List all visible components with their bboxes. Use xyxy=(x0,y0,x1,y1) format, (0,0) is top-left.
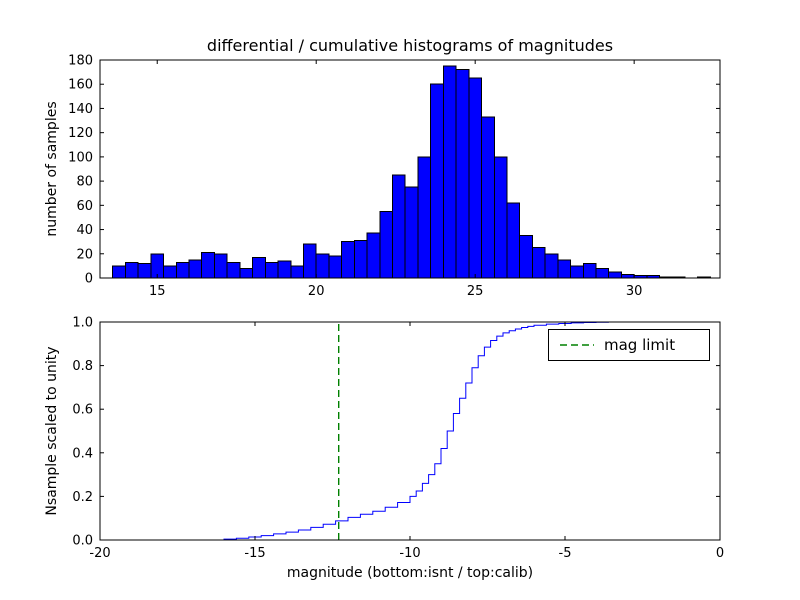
bottom-y-tick-label: 0.8 xyxy=(72,359,93,374)
histogram-bar xyxy=(163,265,177,279)
histogram-bar xyxy=(404,186,419,279)
histogram-bar xyxy=(315,253,330,279)
bottom-x-tick-label: -5 xyxy=(559,546,572,561)
histogram-bar xyxy=(226,261,241,279)
histogram-bar xyxy=(175,261,190,279)
histogram-bar xyxy=(353,239,368,279)
histogram-bar xyxy=(570,265,584,279)
bottom-y-tick-label: 0.2 xyxy=(72,490,93,505)
top-y-tick-label: 120 xyxy=(68,126,93,141)
histogram-bar xyxy=(213,253,228,279)
x-axis-label: magnitude (bottom:isnt / top:calib) xyxy=(286,565,534,581)
legend-box: mag limit xyxy=(548,329,710,361)
top-axes-frame xyxy=(99,59,721,279)
bottom-y-tick-label: 0.0 xyxy=(72,534,93,549)
bottom-x-tick-label: -10 xyxy=(399,546,420,561)
histogram-bar xyxy=(137,262,152,279)
histogram-bar xyxy=(544,253,559,279)
figure-title: differential / cumulative histograms of … xyxy=(206,36,614,55)
histogram-bar xyxy=(481,116,495,279)
top-y-tick-label: 80 xyxy=(76,175,93,190)
legend-label: mag limit xyxy=(604,336,676,354)
top-x-tick-label: 25 xyxy=(467,284,484,299)
bottom-x-tick-label: -15 xyxy=(244,546,265,561)
top-x-tick-label: 30 xyxy=(626,284,643,299)
cumulative-step-line xyxy=(211,321,627,541)
bottom-y-tick-label: 0.4 xyxy=(72,446,93,461)
top-y-tick-label: 180 xyxy=(68,54,93,69)
histogram-bar xyxy=(379,210,394,279)
top-x-tick-label: 20 xyxy=(308,284,325,299)
histogram-bar xyxy=(252,256,266,279)
histogram-bar xyxy=(201,252,215,279)
histogram-bar xyxy=(302,243,317,279)
histogram-bar xyxy=(188,259,203,279)
histogram-bar xyxy=(442,65,457,279)
histogram-bar xyxy=(392,174,406,279)
bottom-y-tick-label: 1.0 xyxy=(72,316,93,331)
histogram-bar xyxy=(608,271,622,279)
histogram-bar xyxy=(468,77,483,279)
histogram-bar xyxy=(595,267,610,279)
top-x-tick-label: 15 xyxy=(149,284,166,299)
histogram-bar xyxy=(328,255,343,279)
top-y-tick-label: 100 xyxy=(68,150,93,165)
histogram-bar xyxy=(290,265,304,279)
histogram-bar xyxy=(341,241,355,279)
histogram-bar xyxy=(277,260,292,279)
histogram-bar xyxy=(506,202,521,279)
histogram-bar xyxy=(620,273,635,279)
histogram-bar xyxy=(264,261,279,279)
bottom-y-axis-label: Nsample scaled to unity xyxy=(44,346,60,516)
histogram-bar xyxy=(582,262,597,279)
histogram-bar xyxy=(455,69,470,279)
top-y-axis-label: number of samples xyxy=(44,101,60,237)
legend-dash-line xyxy=(560,344,594,346)
histogram-bar xyxy=(519,235,533,279)
bottom-x-tick-label: 0 xyxy=(716,546,724,561)
top-y-tick-label: 20 xyxy=(76,247,93,262)
top-y-tick-label: 60 xyxy=(76,199,93,214)
top-y-tick-label: 140 xyxy=(68,102,93,117)
histogram-bar xyxy=(366,232,381,279)
histogram-bar xyxy=(430,83,444,279)
histogram-bar xyxy=(557,259,572,279)
top-y-tick-label: 40 xyxy=(76,223,93,238)
top-y-tick-label: 0 xyxy=(85,272,93,287)
bottom-y-tick-label: 0.6 xyxy=(72,403,93,418)
top-y-tick-label: 160 xyxy=(68,78,93,93)
histogram-bar xyxy=(239,267,254,279)
histogram-bar xyxy=(417,156,432,279)
bottom-x-tick-label: -20 xyxy=(89,546,110,561)
histogram-bar xyxy=(493,156,508,279)
histogram-bar xyxy=(531,247,546,279)
histogram-bar xyxy=(112,265,126,279)
histogram-bar xyxy=(124,261,139,279)
